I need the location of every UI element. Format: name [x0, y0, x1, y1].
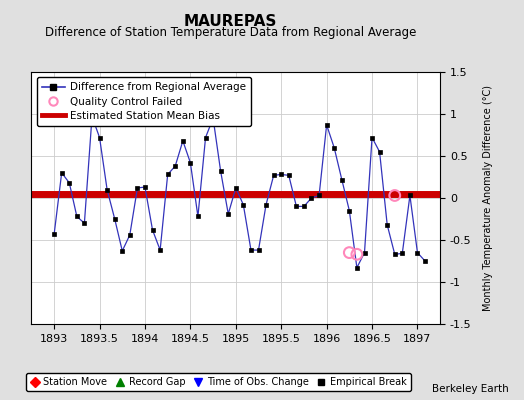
Difference from Regional Average	[293, 204, 300, 209]
Difference from Regional Average	[134, 186, 140, 190]
Difference from Regional Average	[407, 193, 413, 198]
Difference from Regional Average	[157, 248, 163, 252]
Difference from Regional Average	[376, 150, 383, 154]
Text: Difference of Station Temperature Data from Regional Average: Difference of Station Temperature Data f…	[45, 26, 416, 39]
Difference from Regional Average	[104, 187, 110, 192]
Difference from Regional Average	[422, 258, 428, 263]
Difference from Regional Average	[240, 202, 246, 207]
Difference from Regional Average	[278, 172, 285, 177]
Difference from Regional Average	[263, 202, 269, 207]
Difference from Regional Average	[96, 135, 103, 140]
Difference from Regional Average	[127, 232, 133, 237]
Difference from Regional Average	[384, 222, 390, 227]
Text: Berkeley Earth: Berkeley Earth	[432, 384, 508, 394]
Difference from Regional Average	[308, 196, 314, 200]
Difference from Regional Average	[112, 217, 118, 222]
Difference from Regional Average	[414, 250, 421, 255]
Difference from Regional Average	[210, 116, 216, 121]
Difference from Regional Average	[217, 169, 224, 174]
Line: Difference from Regional Average: Difference from Regional Average	[52, 115, 427, 270]
Difference from Regional Average	[399, 251, 406, 256]
Difference from Regional Average	[369, 135, 375, 140]
Quality Control Failed	[345, 250, 354, 256]
Difference from Regional Average	[165, 172, 171, 177]
Difference from Regional Average	[323, 122, 330, 127]
Difference from Regional Average	[270, 173, 277, 178]
Difference from Regional Average	[89, 114, 95, 119]
Difference from Regional Average	[339, 177, 345, 182]
Difference from Regional Average	[233, 186, 239, 190]
Difference from Regional Average	[119, 248, 125, 253]
Difference from Regional Average	[391, 252, 398, 257]
Y-axis label: Monthly Temperature Anomaly Difference (°C): Monthly Temperature Anomaly Difference (…	[483, 85, 493, 311]
Legend: Difference from Regional Average, Quality Control Failed, Estimated Station Mean: Difference from Regional Average, Qualit…	[37, 77, 251, 126]
Difference from Regional Average	[172, 164, 178, 168]
Difference from Regional Average	[142, 185, 148, 190]
Difference from Regional Average	[51, 232, 57, 236]
Difference from Regional Average	[286, 173, 292, 178]
Difference from Regional Average	[248, 248, 254, 252]
Difference from Regional Average	[316, 193, 322, 198]
Difference from Regional Average	[195, 214, 201, 219]
Legend: Station Move, Record Gap, Time of Obs. Change, Empirical Break: Station Move, Record Gap, Time of Obs. C…	[26, 373, 411, 391]
Quality Control Failed	[390, 192, 399, 199]
Difference from Regional Average	[301, 204, 307, 209]
Text: MAUREPAS: MAUREPAS	[184, 14, 277, 29]
Difference from Regional Average	[66, 180, 72, 185]
Difference from Regional Average	[255, 248, 261, 252]
Difference from Regional Average	[225, 212, 232, 216]
Difference from Regional Average	[74, 214, 80, 219]
Difference from Regional Average	[187, 160, 193, 165]
Difference from Regional Average	[81, 221, 88, 226]
Difference from Regional Average	[362, 250, 368, 255]
Difference from Regional Average	[59, 170, 65, 175]
Difference from Regional Average	[354, 265, 360, 270]
Difference from Regional Average	[202, 135, 209, 140]
Quality Control Failed	[353, 251, 361, 258]
Difference from Regional Average	[331, 145, 337, 150]
Difference from Regional Average	[149, 228, 156, 232]
Difference from Regional Average	[346, 208, 353, 213]
Difference from Regional Average	[180, 138, 186, 143]
